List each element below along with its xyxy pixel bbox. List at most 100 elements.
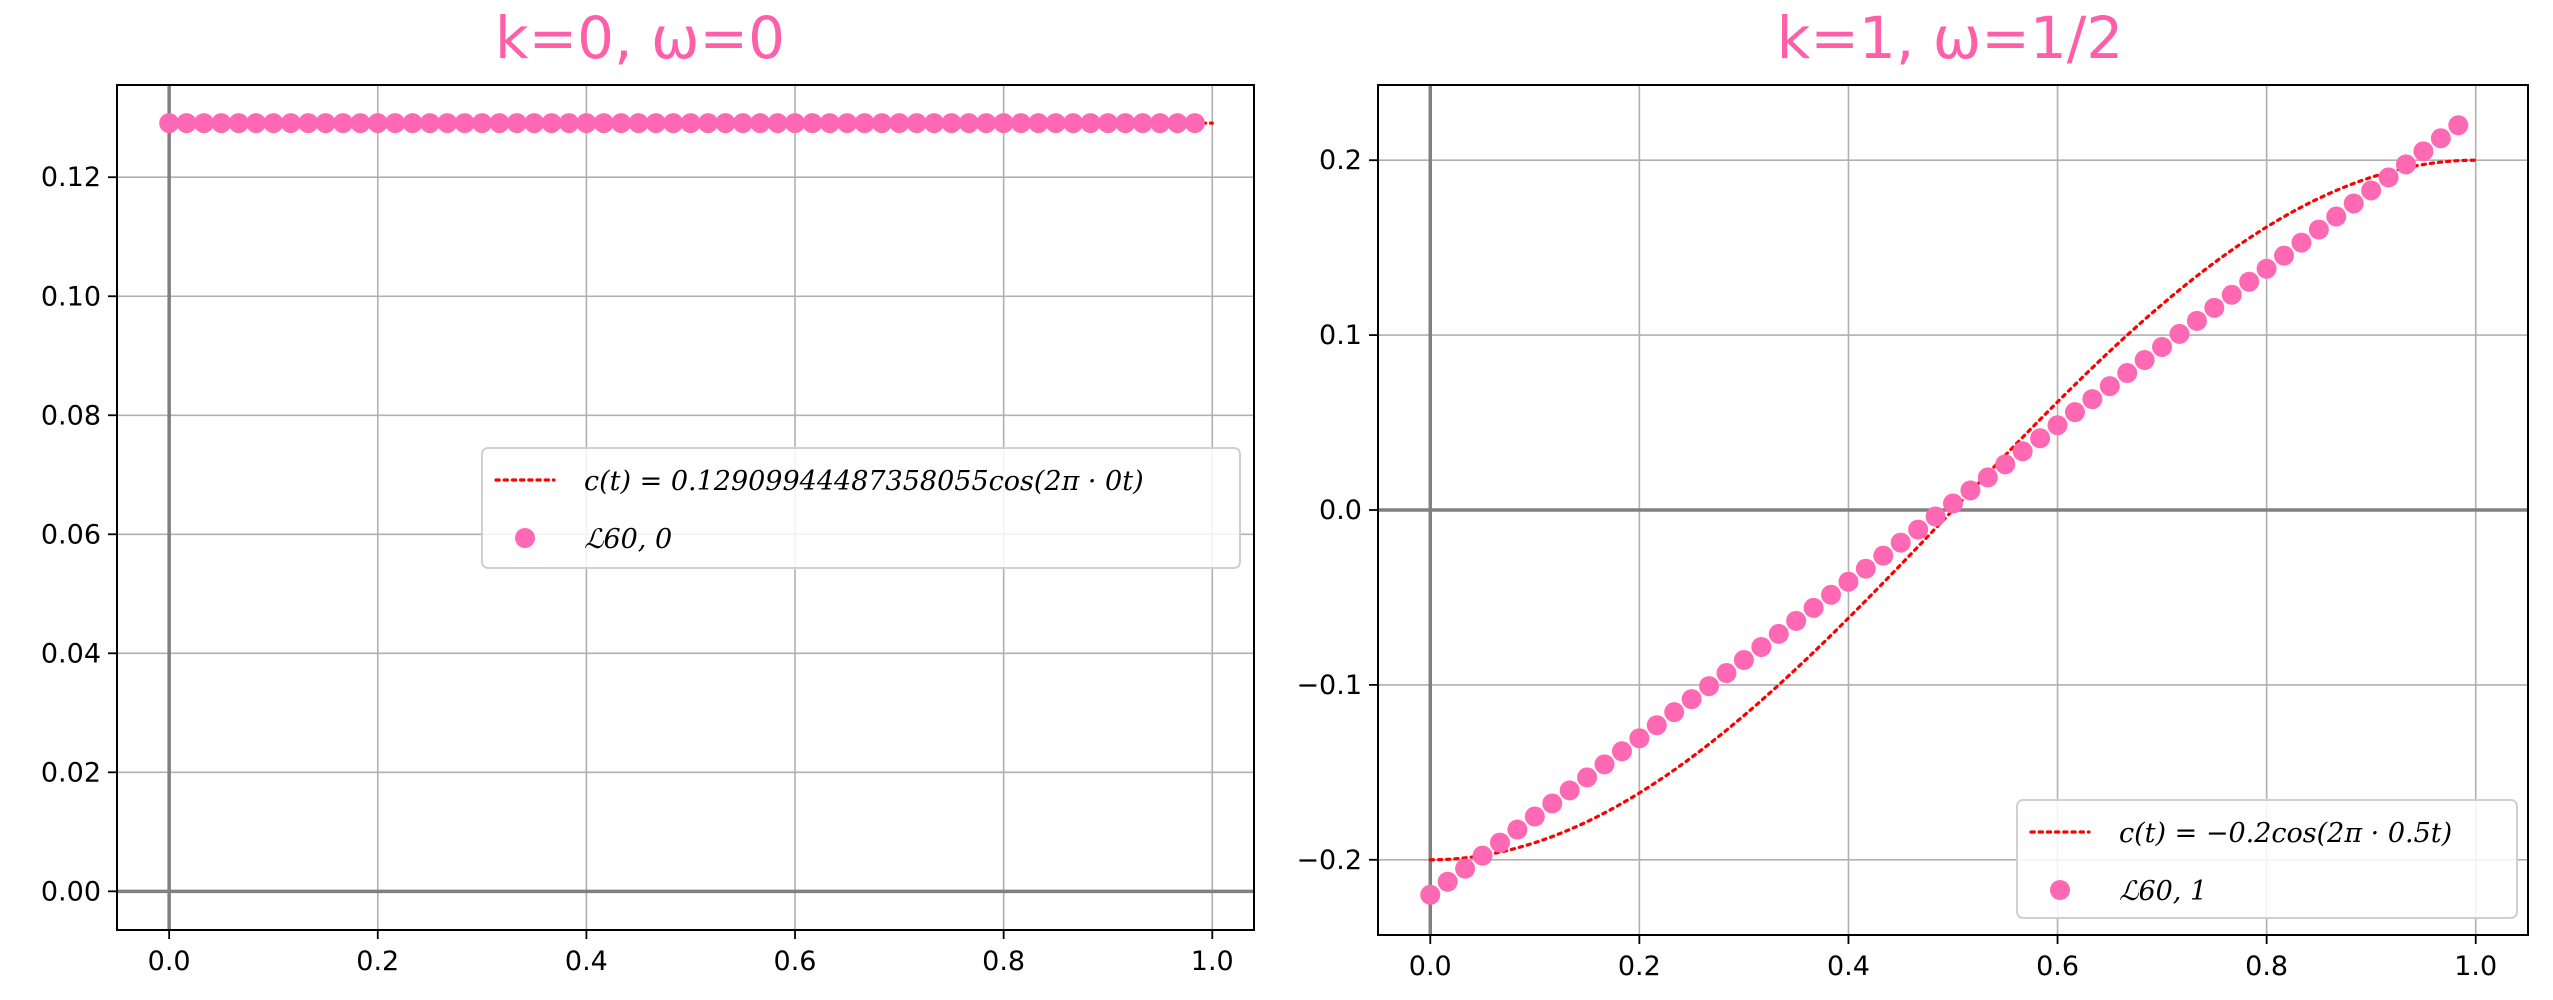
- data-point: [1115, 113, 1136, 134]
- series-line: [1428, 158, 2478, 862]
- y-tick-label: 0.04: [41, 638, 101, 669]
- data-point: [802, 113, 823, 134]
- data-point: [159, 113, 180, 134]
- data-point: [941, 113, 962, 134]
- data-point: [2256, 258, 2277, 279]
- data-point: [715, 113, 736, 134]
- y-tick-label: 0.2: [1319, 145, 1362, 176]
- data-point: [2291, 232, 2312, 253]
- data-point: [767, 113, 788, 134]
- data-point: [1699, 676, 1720, 697]
- data-point: [472, 113, 493, 134]
- data-point: [2221, 284, 2242, 305]
- data-point: [1890, 532, 1911, 553]
- data-point: [1028, 113, 1049, 134]
- data-point: [2012, 441, 2033, 462]
- data-point: [1420, 884, 1441, 905]
- data-point: [837, 113, 858, 134]
- data-point: [2152, 336, 2173, 357]
- data-point: [889, 113, 910, 134]
- plot-frame: [116, 84, 1255, 931]
- data-point: [576, 113, 597, 134]
- data-point: [1838, 571, 1859, 592]
- x-tick-label: 0.2: [1618, 951, 1661, 982]
- data-point: [298, 113, 319, 134]
- data-point: [1559, 780, 1580, 801]
- data-point: [1437, 871, 1458, 892]
- data-point: [1472, 845, 1493, 866]
- data-point: [1132, 113, 1153, 134]
- data-point: [2186, 310, 2207, 331]
- legend-box: [2016, 799, 2518, 919]
- data-point: [663, 113, 684, 134]
- data-point: [2204, 297, 2225, 318]
- y-tick-label: −0.2: [1296, 845, 1362, 876]
- data-point: [2082, 389, 2103, 410]
- data-point: [419, 113, 440, 134]
- data-point: [1960, 480, 1981, 501]
- y-tick-label: 0.00: [41, 876, 101, 907]
- data-point: [1080, 113, 1101, 134]
- x-tick-label: 0.8: [982, 946, 1025, 977]
- x-tick-label: 0.4: [1827, 951, 1870, 982]
- data-point: [1167, 113, 1188, 134]
- data-point: [1011, 113, 1032, 134]
- data-point: [176, 113, 197, 134]
- data-point: [1786, 610, 1807, 631]
- data-point: [628, 113, 649, 134]
- data-point: [2117, 363, 2138, 384]
- data-point: [924, 113, 945, 134]
- data-point: [506, 113, 527, 134]
- data-point: [1524, 806, 1545, 827]
- data-point: [437, 113, 458, 134]
- data-point: [1629, 728, 1650, 749]
- x-tick-label: 0.8: [2245, 951, 2288, 982]
- legend-box: [481, 447, 1241, 569]
- data-point: [454, 113, 475, 134]
- data-point: [1995, 454, 2016, 475]
- x-tick-label: 0.2: [356, 946, 399, 977]
- data-point: [1855, 558, 1876, 579]
- data-point: [2134, 350, 2155, 371]
- data-point: [2448, 115, 2469, 136]
- data-point: [1184, 113, 1205, 134]
- data-point: [402, 113, 423, 134]
- y-tick-label: 0.1: [1319, 320, 1362, 351]
- chart-title: k=0, ω=0: [495, 4, 785, 72]
- data-point: [541, 113, 562, 134]
- legend-marker-swatch: [515, 528, 535, 548]
- data-point: [1594, 754, 1615, 775]
- data-point: [906, 113, 927, 134]
- data-point: [1664, 702, 1685, 723]
- data-point: [367, 113, 388, 134]
- data-point: [1733, 649, 1754, 670]
- x-tick-label: 1.0: [2454, 951, 2497, 982]
- x-tick-label: 0.6: [774, 946, 817, 977]
- data-point: [228, 113, 249, 134]
- data-point: [2378, 167, 2399, 188]
- data-point: [698, 113, 719, 134]
- data-point: [871, 113, 892, 134]
- data-point: [2064, 402, 2085, 423]
- data-point: [350, 113, 371, 134]
- y-tick-label: 0.08: [41, 400, 101, 431]
- data-point: [211, 113, 232, 134]
- data-point: [611, 113, 632, 134]
- data-point: [1925, 506, 1946, 527]
- legend-label: c(t) = 0.12909944487358055cos(2π · 0t): [584, 466, 1144, 497]
- data-point: [2030, 428, 2051, 449]
- data-point: [2361, 180, 2382, 201]
- data-point: [976, 113, 997, 134]
- legend-marker-swatch: [2050, 880, 2070, 900]
- data-point: [559, 113, 580, 134]
- y-tick-label: 0.0: [1319, 495, 1362, 526]
- data-point: [246, 113, 267, 134]
- data-point: [1803, 597, 1824, 618]
- data-point: [819, 113, 840, 134]
- data-point: [315, 113, 336, 134]
- data-point: [1150, 113, 1171, 134]
- data-point: [2395, 154, 2416, 175]
- data-point: [333, 113, 354, 134]
- data-point: [1542, 793, 1563, 814]
- data-point: [1063, 113, 1084, 134]
